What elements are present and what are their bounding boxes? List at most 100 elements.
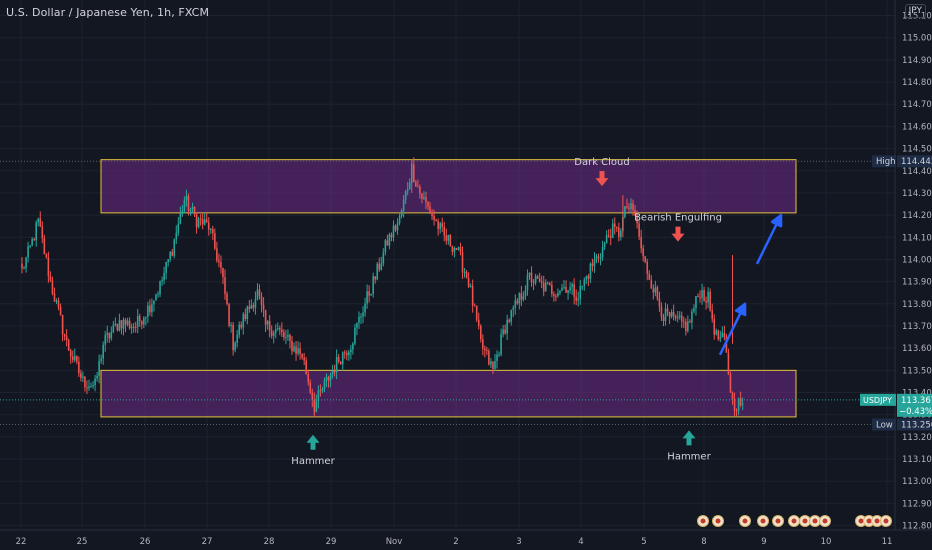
event-flag-icon[interactable] [757, 515, 769, 527]
candle [43, 234, 46, 255]
time-tick-label: Nov [386, 537, 403, 547]
candle [447, 234, 450, 245]
candle [266, 320, 269, 330]
candle [337, 354, 340, 364]
candle [98, 354, 100, 384]
candle [102, 341, 104, 365]
candle [169, 251, 171, 262]
candle [153, 300, 155, 312]
price-tick-label: 115.000 [902, 34, 932, 44]
event-flag-icon[interactable] [809, 515, 821, 527]
annotation-bearish: Dark Cloud [574, 157, 630, 187]
candle [522, 291, 525, 302]
candle [220, 255, 222, 274]
candle [120, 320, 123, 335]
time-axis: 22 25 26 27 28 29 Nov 2 3 4 5 8 9 10 11 [16, 537, 893, 547]
event-flag-icon[interactable] [712, 515, 724, 527]
candle [333, 364, 336, 377]
candle [437, 218, 439, 236]
candle [35, 220, 38, 247]
candle [674, 314, 677, 322]
candle [260, 292, 263, 313]
candle [648, 270, 651, 281]
candle [504, 324, 506, 335]
candle [699, 290, 701, 303]
candle [207, 217, 210, 236]
grid [0, 0, 895, 530]
candle [376, 261, 379, 281]
candle [205, 212, 208, 224]
candle [327, 375, 330, 388]
candle [626, 198, 628, 210]
high-tag: High 114.443 [872, 155, 932, 168]
candle [143, 315, 145, 328]
symbol-box [860, 393, 896, 406]
price-tick-label: 113.800 [902, 300, 932, 310]
candle [607, 229, 610, 238]
candle [216, 241, 218, 263]
price-tick-label: 115.100 [902, 12, 932, 22]
event-flag-icon[interactable] [880, 515, 892, 527]
candle [471, 279, 474, 313]
candle [577, 291, 580, 307]
candle [561, 283, 563, 292]
candle [360, 313, 362, 325]
candle [94, 374, 96, 392]
candle [185, 189, 188, 207]
event-flag-icon[interactable] [697, 515, 709, 527]
event-flag-icon[interactable] [772, 515, 784, 527]
currency-unit-badge[interactable]: JPY [904, 4, 926, 18]
candle [565, 280, 567, 293]
candle [25, 256, 27, 273]
candle [591, 258, 594, 272]
candle [315, 394, 318, 413]
candle [628, 202, 630, 213]
up-arrow-marker [306, 434, 320, 450]
candle [672, 304, 675, 321]
candle [719, 330, 722, 343]
price-tick-label: 114.500 [902, 145, 932, 155]
candle [31, 237, 33, 247]
candle [435, 218, 437, 222]
time-tick-label: 8 [701, 537, 706, 547]
candle [256, 283, 259, 301]
candle [159, 280, 161, 298]
candle [49, 271, 52, 283]
candle [473, 303, 476, 307]
candle [597, 253, 600, 263]
last-price-tag: USDJPY 113.367−0.43% [860, 393, 932, 417]
candle [301, 353, 303, 360]
candle [451, 245, 454, 256]
candle [331, 364, 334, 379]
candle [412, 157, 415, 183]
event-flag-icon[interactable] [799, 515, 811, 527]
candle [502, 325, 504, 338]
candle [461, 246, 464, 279]
candle [82, 371, 84, 382]
event-flag-icon[interactable] [739, 515, 751, 527]
candle [569, 282, 571, 294]
candle [555, 293, 557, 302]
event-flag-icon[interactable] [819, 515, 831, 527]
candle [488, 348, 490, 366]
candle [104, 330, 107, 352]
candle [199, 214, 202, 226]
annotation-bullish: Hammer [291, 434, 336, 467]
candle [652, 284, 655, 300]
candle [374, 276, 377, 284]
event-flag-icon[interactable] [788, 515, 800, 527]
symbol-label: USDJPY [863, 396, 892, 405]
candle [136, 308, 139, 334]
candle [287, 329, 289, 341]
candle [490, 358, 492, 369]
candle [386, 234, 389, 246]
candle [425, 191, 427, 210]
candle [151, 298, 153, 317]
candle [532, 278, 535, 291]
price-tick-label: 114.100 [902, 233, 932, 243]
time-tick-label: 5 [641, 537, 646, 547]
candle [250, 299, 253, 309]
candle [707, 287, 709, 309]
candle [258, 284, 261, 300]
